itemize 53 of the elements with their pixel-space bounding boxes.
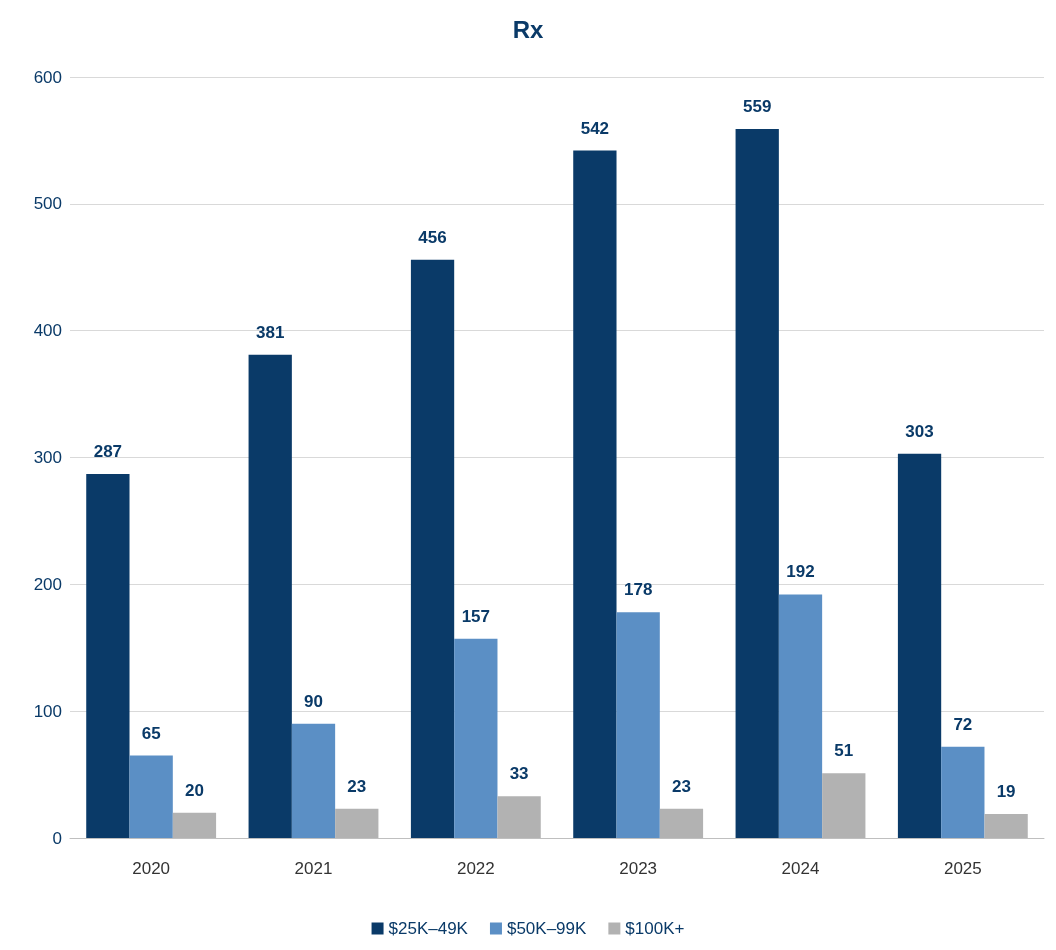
data-label: 542 bbox=[580, 118, 610, 138]
y-tick-label: 0 bbox=[52, 828, 62, 848]
data-label: 20 bbox=[184, 780, 204, 800]
bar bbox=[248, 354, 292, 838]
x-tick-label: 2021 bbox=[294, 859, 333, 878]
data-label: 51 bbox=[834, 741, 854, 761]
bar bbox=[410, 259, 455, 838]
bar bbox=[897, 453, 942, 838]
bar bbox=[573, 150, 617, 838]
bar bbox=[497, 796, 541, 838]
data-label: 72 bbox=[953, 714, 973, 734]
bar bbox=[941, 746, 985, 838]
data-label: 192 bbox=[786, 562, 815, 582]
bar bbox=[984, 813, 1028, 838]
bar bbox=[822, 773, 866, 838]
bar bbox=[778, 594, 823, 838]
data-label: 157 bbox=[461, 606, 491, 626]
y-tick-label: 400 bbox=[33, 321, 62, 341]
y-tick-label: 600 bbox=[33, 67, 62, 87]
x-tick-label: 2022 bbox=[456, 859, 495, 878]
data-label: 19 bbox=[996, 781, 1016, 801]
data-label: 303 bbox=[905, 421, 934, 441]
bar bbox=[735, 129, 779, 838]
bar bbox=[129, 755, 173, 838]
data-label: 65 bbox=[141, 723, 161, 743]
data-label: 381 bbox=[256, 322, 285, 342]
bar bbox=[172, 812, 217, 838]
y-tick-label: 500 bbox=[33, 194, 62, 214]
data-label: 90 bbox=[304, 691, 323, 711]
x-tick-label: 2023 bbox=[619, 859, 658, 878]
data-label: 23 bbox=[671, 776, 691, 796]
x-tick-label: 2024 bbox=[781, 859, 820, 878]
y-tick-label: 200 bbox=[33, 574, 62, 594]
bar bbox=[454, 638, 498, 838]
legend-label: $50K–99K bbox=[506, 919, 588, 938]
y-tick-label: 300 bbox=[33, 448, 62, 467]
chart-title: Rx bbox=[512, 15, 544, 43]
data-label: 456 bbox=[418, 227, 447, 247]
bar bbox=[335, 808, 379, 838]
legend-label: $25K–49K bbox=[388, 919, 469, 938]
data-label: 287 bbox=[93, 441, 123, 461]
data-label: 178 bbox=[623, 580, 653, 600]
data-label: 23 bbox=[347, 776, 367, 796]
bar bbox=[291, 723, 336, 838]
x-tick-label: 2025 bbox=[943, 859, 982, 878]
bar bbox=[659, 808, 704, 838]
legend-label: $100K+ bbox=[625, 919, 685, 938]
y-tick-label: 100 bbox=[33, 701, 62, 721]
data-label: 33 bbox=[509, 764, 529, 784]
data-label: 559 bbox=[743, 97, 772, 116]
bar bbox=[616, 612, 660, 838]
bar bbox=[86, 473, 130, 838]
x-tick-label: 2020 bbox=[132, 859, 171, 878]
